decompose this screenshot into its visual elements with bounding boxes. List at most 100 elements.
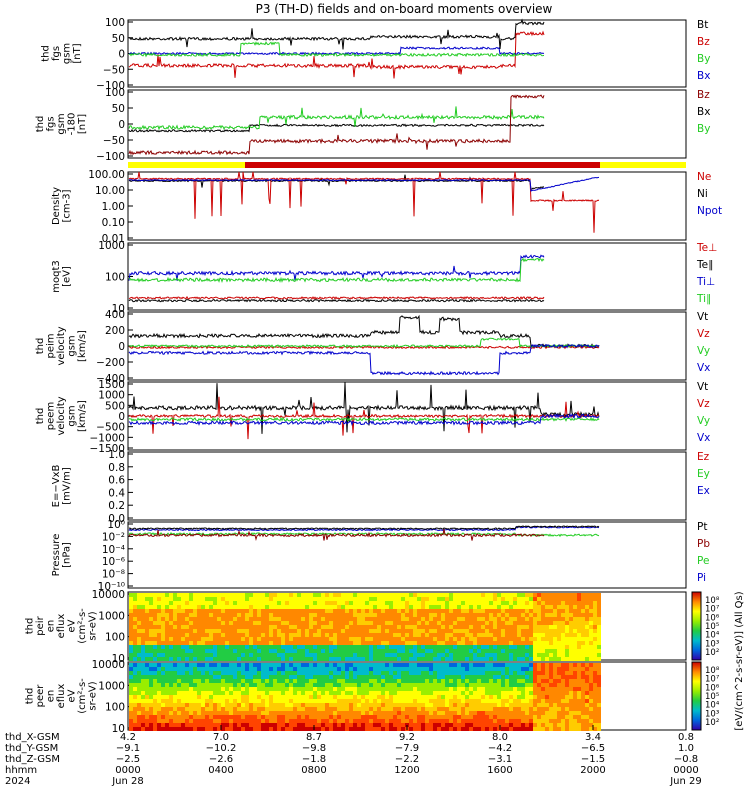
spectrogram-cell <box>213 691 217 695</box>
colorbar-label: [eV/(cm^2-s-sr-eV)] (All Qs) <box>734 591 745 730</box>
spectrogram-cell <box>577 633 581 637</box>
spectrogram-cell <box>173 703 177 707</box>
spectrogram-cell <box>161 691 165 695</box>
spectrogram-cell <box>593 671 597 675</box>
spectrogram-cell <box>189 719 193 723</box>
spectrogram-cell <box>365 601 369 605</box>
spectrogram-cell <box>237 711 241 715</box>
spectrogram-cell <box>457 699 461 703</box>
spectrogram-cell <box>321 703 325 707</box>
spectrogram-cell <box>433 629 437 633</box>
spectrogram-cell <box>477 707 481 711</box>
spectrogram-cell <box>457 663 461 667</box>
spectrogram-cell <box>489 597 493 601</box>
spectrogram-cell <box>393 657 397 661</box>
spectrogram-cell <box>309 687 313 691</box>
spectrogram-cell <box>537 715 541 719</box>
spectrogram-cell <box>341 663 345 667</box>
spectrogram-cell <box>225 609 229 613</box>
spectrogram-cell <box>305 691 309 695</box>
spectrogram-cell <box>517 667 521 671</box>
spectrogram-cell <box>537 625 541 629</box>
spectrogram-cell <box>565 657 569 661</box>
spectrogram-cell <box>569 723 573 727</box>
spectrogram-cell <box>457 707 461 711</box>
spectrogram-cell <box>477 613 481 617</box>
spectrogram-cell <box>385 597 389 601</box>
spectrogram-cell <box>265 613 269 617</box>
spectrogram-cell <box>145 711 149 715</box>
spectrogram-cell <box>365 671 369 675</box>
spectrogram-cell <box>133 683 137 687</box>
spectrogram-cell <box>589 601 593 605</box>
spectrogram-cell <box>469 633 473 637</box>
spectrogram-cell <box>313 593 317 597</box>
spectrogram-cell <box>333 597 337 601</box>
spectrogram-cell <box>241 663 245 667</box>
spectrogram-cell <box>173 601 177 605</box>
spectrogram-cell <box>173 613 177 617</box>
trace-Vy <box>128 337 600 349</box>
spectrogram-cell <box>245 601 249 605</box>
spectrogram-cell <box>529 715 533 719</box>
spectrogram-cell <box>517 641 521 645</box>
spectrogram-cell <box>201 645 205 649</box>
spectrogram-cell <box>285 621 289 625</box>
spectrogram-cell <box>177 691 181 695</box>
spectrogram-cell <box>593 633 597 637</box>
spectrogram-cell <box>145 609 149 613</box>
spectrogram-cell <box>473 633 477 637</box>
spectrogram-cell <box>345 597 349 601</box>
spectrogram-cell <box>493 663 497 667</box>
spectrogram-cell <box>417 633 421 637</box>
y-tick-label: 10000 <box>92 589 125 601</box>
spectrogram-cell <box>337 699 341 703</box>
spectrogram-cell <box>509 707 513 711</box>
spectrogram-cell <box>497 621 501 625</box>
spectrogram-cell <box>445 653 449 657</box>
spectrogram-cell <box>553 723 557 727</box>
spectrogram-cell <box>333 687 337 691</box>
spectrogram-cell <box>329 687 333 691</box>
spectrogram-cell <box>365 675 369 679</box>
spectrogram-cell <box>473 601 477 605</box>
spectrogram-cell <box>481 663 485 667</box>
spectrogram-cell <box>521 695 525 699</box>
spectrogram-cell <box>509 641 513 645</box>
spectrogram-cell <box>597 609 601 613</box>
spectrogram-cell <box>229 593 233 597</box>
spectrogram-cell <box>165 629 169 633</box>
spectrogram-cell <box>393 719 397 723</box>
spectrogram-cell <box>429 593 433 597</box>
spectrogram-cell <box>465 687 469 691</box>
spectrogram-cell <box>181 609 185 613</box>
spectrogram-cell <box>341 675 345 679</box>
spectrogram-cell <box>305 671 309 675</box>
spectrogram-cell <box>237 637 241 641</box>
spectrogram-cell <box>145 617 149 621</box>
spectrogram-cell <box>397 653 401 657</box>
x-tick-label: −9.8 <box>302 743 326 754</box>
spectrogram-cell <box>137 695 141 699</box>
spectrogram-cell <box>485 637 489 641</box>
spectrogram-cell <box>493 629 497 633</box>
spectrogram-cell <box>465 645 469 649</box>
spectrogram-cell <box>289 711 293 715</box>
spectrogram-cell <box>501 617 505 621</box>
spectrogram-cell <box>441 601 445 605</box>
spectrogram-cell <box>381 699 385 703</box>
spectrogram-cell <box>313 675 317 679</box>
spectrogram-cell <box>485 663 489 667</box>
spectrogram-cell <box>597 641 601 645</box>
spectrogram-cell <box>421 727 425 731</box>
spectrogram-cell <box>537 675 541 679</box>
spectrogram-cell <box>305 679 309 683</box>
spectrogram-cell <box>545 711 549 715</box>
spectrogram-cell <box>421 625 425 629</box>
spectrogram-cell <box>273 625 277 629</box>
spectrogram-cell <box>169 649 173 653</box>
spectrogram-cell <box>525 649 529 653</box>
spectrogram-cell <box>521 683 525 687</box>
spectrogram-cell <box>149 621 153 625</box>
spectrogram-cell <box>533 613 537 617</box>
